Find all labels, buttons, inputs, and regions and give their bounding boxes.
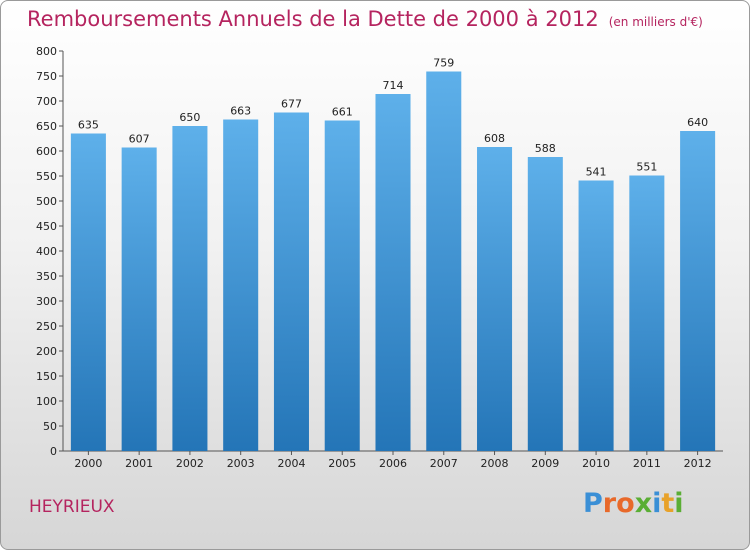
bar [172, 126, 208, 451]
bar [324, 120, 360, 451]
data-label: 588 [535, 142, 556, 155]
bar [273, 112, 309, 451]
bars [70, 71, 716, 451]
y-tick-label: 200 [36, 345, 57, 358]
x-tick-label: 2004 [277, 457, 305, 470]
x-tick-label: 2007 [430, 457, 458, 470]
commune-name: HEYRIEUX [29, 497, 115, 517]
data-label: 541 [586, 166, 607, 179]
logo-letter: o [616, 488, 635, 519]
x-tick-label: 2005 [328, 457, 356, 470]
logo-letter: r [602, 488, 617, 519]
bar [578, 180, 614, 451]
chart-title-text: Remboursements Annuels de la Dette de 20… [27, 7, 599, 31]
x-tick-label: 2000 [74, 457, 102, 470]
y-tick-label: 150 [36, 370, 57, 383]
x-tick-label: 2010 [582, 457, 610, 470]
x-tick-label: 2011 [633, 457, 661, 470]
x-tick-label: 2008 [481, 457, 509, 470]
y-tick-label: 450 [36, 220, 57, 233]
y-tick-label: 600 [36, 145, 57, 158]
bar [477, 147, 513, 451]
logo-letter: t [661, 488, 675, 519]
data-label: 714 [383, 79, 404, 92]
y-tick-label: 350 [36, 270, 57, 283]
y-tick-label: 700 [36, 95, 57, 108]
x-tick-label: 2012 [684, 457, 712, 470]
bar [629, 175, 665, 451]
logo-letter: P [583, 488, 603, 519]
y-tick-label: 100 [36, 395, 57, 408]
data-label: 607 [129, 133, 150, 146]
proxiti-logo[interactable]: Proxiti [583, 488, 684, 519]
data-label: 661 [332, 106, 353, 119]
bar [223, 119, 259, 451]
x-tick-label: 2003 [227, 457, 255, 470]
data-label: 650 [179, 111, 200, 124]
data-label: 640 [687, 116, 708, 129]
data-label: 635 [78, 119, 99, 132]
bar [121, 147, 157, 451]
x-tick-label: 2009 [531, 457, 559, 470]
value-labels: 635 607 650 663 677 661 714 759 608 588 541 551 640 [78, 57, 708, 179]
y-tick-label: 250 [36, 320, 57, 333]
chart-subtitle: (en milliers d'€) [608, 15, 703, 29]
data-label: 759 [433, 57, 454, 70]
x-tick-label: 2006 [379, 457, 407, 470]
axes: 0 50 100 150 200 250 300 350 400 450 500 550 600 650 7… [36, 45, 723, 470]
y-tick-label: 0 [50, 445, 57, 458]
y-tick-label: 300 [36, 295, 57, 308]
y-tick-label: 50 [43, 420, 57, 433]
y-tick-label: 750 [36, 70, 57, 83]
x-tick-label: 2002 [176, 457, 204, 470]
data-label: 608 [484, 132, 505, 145]
logo-letter: x [634, 488, 653, 519]
logo-letter: i [674, 488, 684, 519]
y-tick-label: 400 [36, 245, 57, 258]
bar [426, 71, 462, 451]
y-tick-label: 500 [36, 195, 57, 208]
y-tick-label: 550 [36, 170, 57, 183]
logo-letter: i [652, 488, 662, 519]
bar [375, 94, 411, 451]
chart-title: Remboursements Annuels de la Dette de 20… [27, 7, 703, 31]
bar [70, 133, 106, 451]
x-tick-label: 2001 [125, 457, 153, 470]
bar [680, 131, 716, 451]
bar [527, 157, 563, 451]
data-label: 677 [281, 98, 302, 111]
y-tick-label: 800 [36, 45, 57, 58]
data-label: 551 [636, 161, 657, 174]
y-tick-label: 650 [36, 120, 57, 133]
data-label: 663 [230, 105, 251, 118]
